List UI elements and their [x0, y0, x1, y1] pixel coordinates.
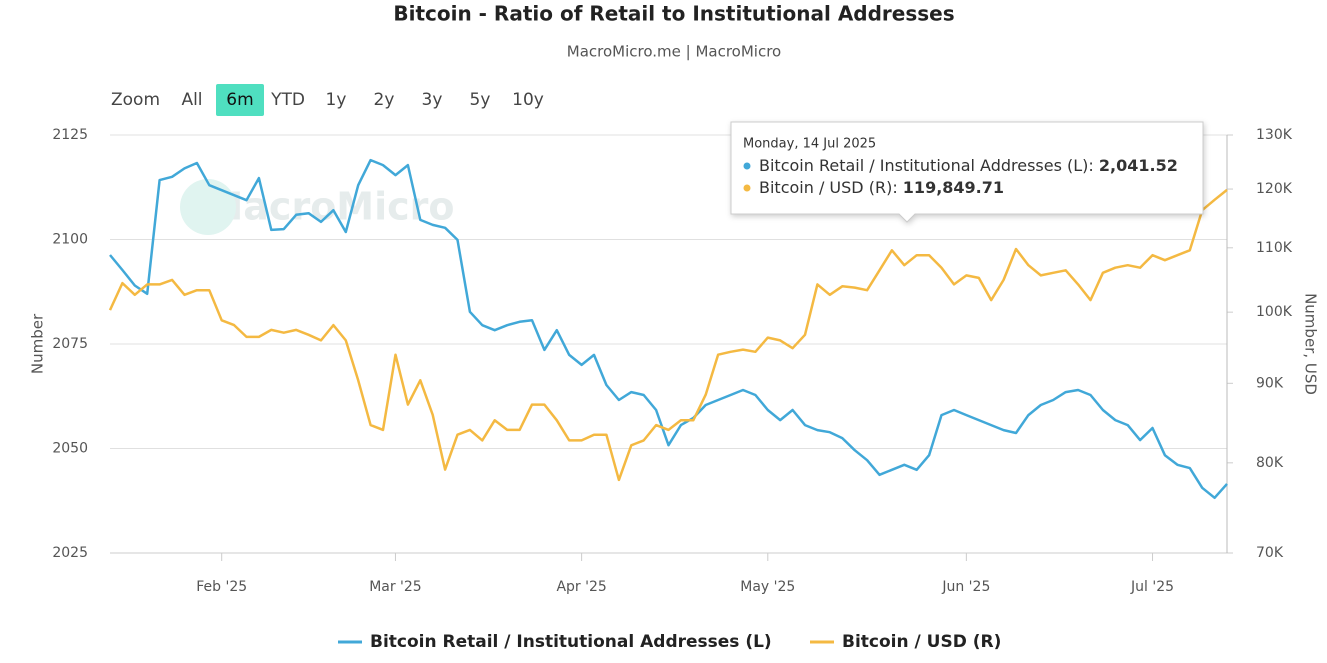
tooltip-dot: [743, 184, 751, 192]
series-line: [108, 188, 1228, 482]
tooltip-separator: :: [892, 178, 902, 197]
x-tick-label: Feb '25: [196, 579, 247, 595]
tooltip-value: 119,849.71: [903, 178, 1004, 197]
tooltip-title: Monday, 14 Jul 2025: [743, 137, 876, 152]
range-button[interactable]: All: [181, 90, 202, 110]
legend-label[interactable]: Bitcoin Retail / Institutional Addresses…: [370, 632, 772, 652]
x-tick-label: Mar '25: [369, 579, 422, 595]
y2-tick-label: 90K: [1256, 375, 1284, 391]
tooltip-series-name: Bitcoin / USD (R): [759, 178, 892, 197]
y-tick-label: 2050: [52, 441, 88, 457]
y-tick-label: 2125: [52, 127, 88, 143]
y2-tick-label: 120K: [1256, 181, 1293, 197]
range-button[interactable]: 6m: [226, 90, 253, 110]
x-tick-label: Jun '25: [941, 579, 990, 595]
series-line: [109, 158, 1228, 500]
tooltip-row: Bitcoin Retail / Institutional Addresses…: [759, 156, 1178, 175]
range-button[interactable]: 10y: [512, 90, 544, 110]
y2-tick-label: 130K: [1256, 127, 1293, 143]
range-button[interactable]: 1y: [326, 90, 347, 110]
chart-subtitle: MacroMicro.me | MacroMicro: [567, 43, 781, 61]
range-button[interactable]: 3y: [422, 90, 443, 110]
y2-tick-label: 110K: [1256, 240, 1293, 256]
watermark-logo: [180, 179, 236, 235]
range-button[interactable]: YTD: [270, 90, 305, 110]
y2-tick-label: 70K: [1256, 545, 1284, 561]
range-button[interactable]: 5y: [470, 90, 491, 110]
tooltip-dot: [743, 162, 751, 170]
x-tick-label: Jul '25: [1130, 579, 1174, 595]
tooltip-box: [730, 121, 1204, 223]
y-tick-label: 2025: [52, 545, 88, 561]
y2-axis-label: Number, USD: [1302, 293, 1320, 395]
y-tick-label: 2075: [52, 336, 88, 352]
y2-tick-label: 100K: [1256, 304, 1293, 320]
tooltip-separator: :: [1088, 156, 1098, 175]
tooltip-series-name: Bitcoin Retail / Institutional Addresses…: [759, 156, 1088, 175]
y-tick-label: 2100: [52, 232, 88, 248]
tooltip-row: Bitcoin / USD (R): 119,849.71: [759, 178, 1004, 197]
x-tick-label: May '25: [740, 579, 795, 595]
zoom-label: Zoom: [111, 90, 160, 110]
tooltip-value: 2,041.52: [1099, 156, 1178, 175]
chart-title: Bitcoin - Ratio of Retail to Institution…: [393, 2, 954, 26]
legend-label[interactable]: Bitcoin / USD (R): [842, 632, 1001, 652]
y-axis-label: Number: [29, 313, 47, 374]
range-button-bg[interactable]: [216, 84, 264, 116]
x-tick-label: Apr '25: [556, 579, 606, 595]
range-button[interactable]: 2y: [374, 90, 395, 110]
y2-tick-label: 80K: [1256, 455, 1284, 471]
